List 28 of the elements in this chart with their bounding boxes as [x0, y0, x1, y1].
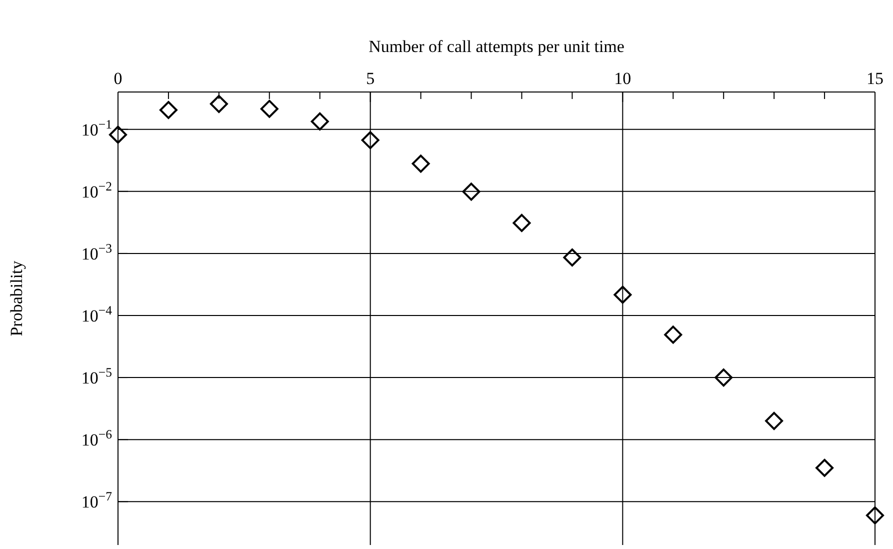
point: [462, 182, 480, 201]
x-tick-label: 15: [866, 69, 884, 88]
point: [260, 100, 278, 118]
point: [816, 458, 834, 477]
x-axis-title: Number of call attempts per unit time: [368, 37, 624, 56]
x-tick-label: 5: [366, 69, 375, 88]
point: [310, 112, 329, 130]
point: [714, 368, 733, 387]
y-tick-label: 10$^{−1}$: [81, 117, 112, 140]
point: [361, 131, 380, 150]
x-tick-label: 0: [114, 69, 122, 88]
y-tick-label: 10$^{−5}$: [81, 366, 112, 388]
y-tick-label: 10$^{−7}$: [81, 490, 112, 512]
point: [866, 506, 884, 524]
y-tick-label: 10$^{−4}$: [81, 303, 113, 326]
point: [614, 286, 632, 304]
y-tick-label: 10$^{−6}$: [81, 428, 112, 450]
y-tick-label: 10$^{−3}$: [81, 241, 112, 264]
x-tick-label: 10: [614, 69, 632, 88]
point: [563, 248, 582, 267]
y-tick-label: 10$^{−2}$: [81, 179, 112, 202]
point: [159, 101, 178, 120]
point: [412, 154, 430, 173]
point: [512, 214, 531, 232]
y-axis-title: Probability: [7, 260, 26, 336]
point: [210, 94, 228, 113]
point: [765, 412, 784, 430]
point: [664, 326, 682, 344]
